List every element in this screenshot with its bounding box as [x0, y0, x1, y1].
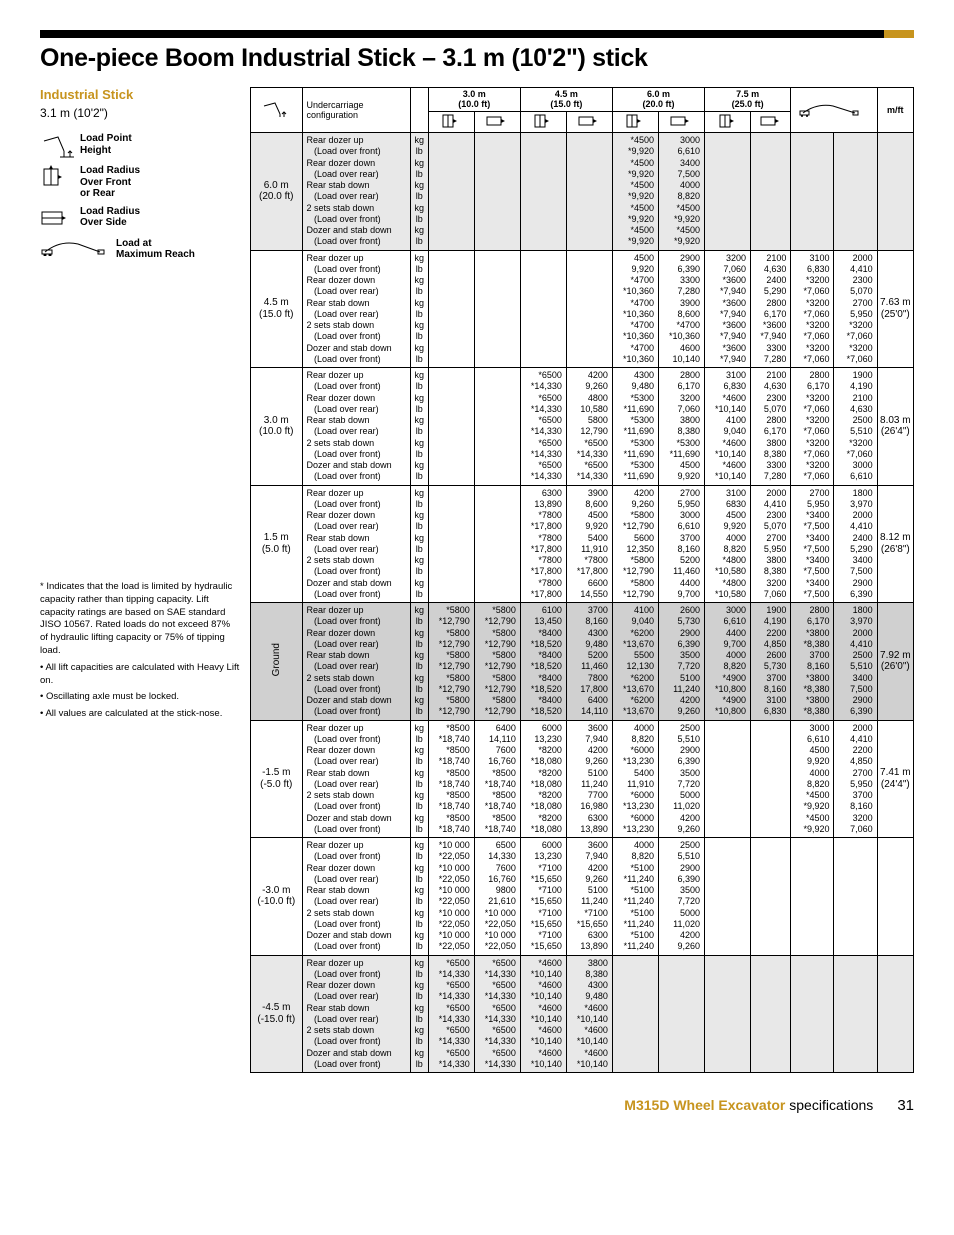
max-reach-icon: [40, 238, 110, 256]
footnotes: * Indicates that the load is limited by …: [40, 581, 240, 721]
left-panel: Industrial Stick 3.1 m (10'2") Load Poin…: [40, 87, 240, 1073]
legend-load-point: Load PointHeight: [80, 133, 132, 156]
lift-capacity-table: Undercarriageconfiguration3.0 m(10.0 ft)…: [250, 87, 914, 1073]
note-0: * Indicates that the load is limited by …: [40, 581, 240, 658]
legend-radius-side: Load RadiusOver Side: [80, 206, 140, 229]
stick-sub: 3.1 m (10'2"): [40, 106, 240, 122]
radius-front-icon: [40, 165, 74, 191]
stick-heading: Industrial Stick: [40, 87, 240, 104]
page-title: One-piece Boom Industrial Stick – 3.1 m …: [40, 44, 914, 73]
legend-radius-front: Load RadiusOver Frontor Rear: [80, 165, 140, 200]
note-1: • All lift capacities are calculated wit…: [40, 662, 240, 688]
note-3: • All values are calculated at the stick…: [40, 708, 240, 721]
load-point-icon: [40, 133, 74, 159]
footer-product: M315D Wheel Excavator: [624, 1097, 785, 1113]
page-footer: M315D Wheel Excavator specifications 31: [40, 1097, 914, 1114]
note-2: • Oscillating axle must be locked.: [40, 691, 240, 704]
radius-side-icon: [40, 206, 74, 232]
legend-max-reach: Load atMaximum Reach: [116, 238, 195, 261]
footer-page: 31: [897, 1097, 914, 1114]
footer-spec: specifications: [789, 1097, 873, 1113]
